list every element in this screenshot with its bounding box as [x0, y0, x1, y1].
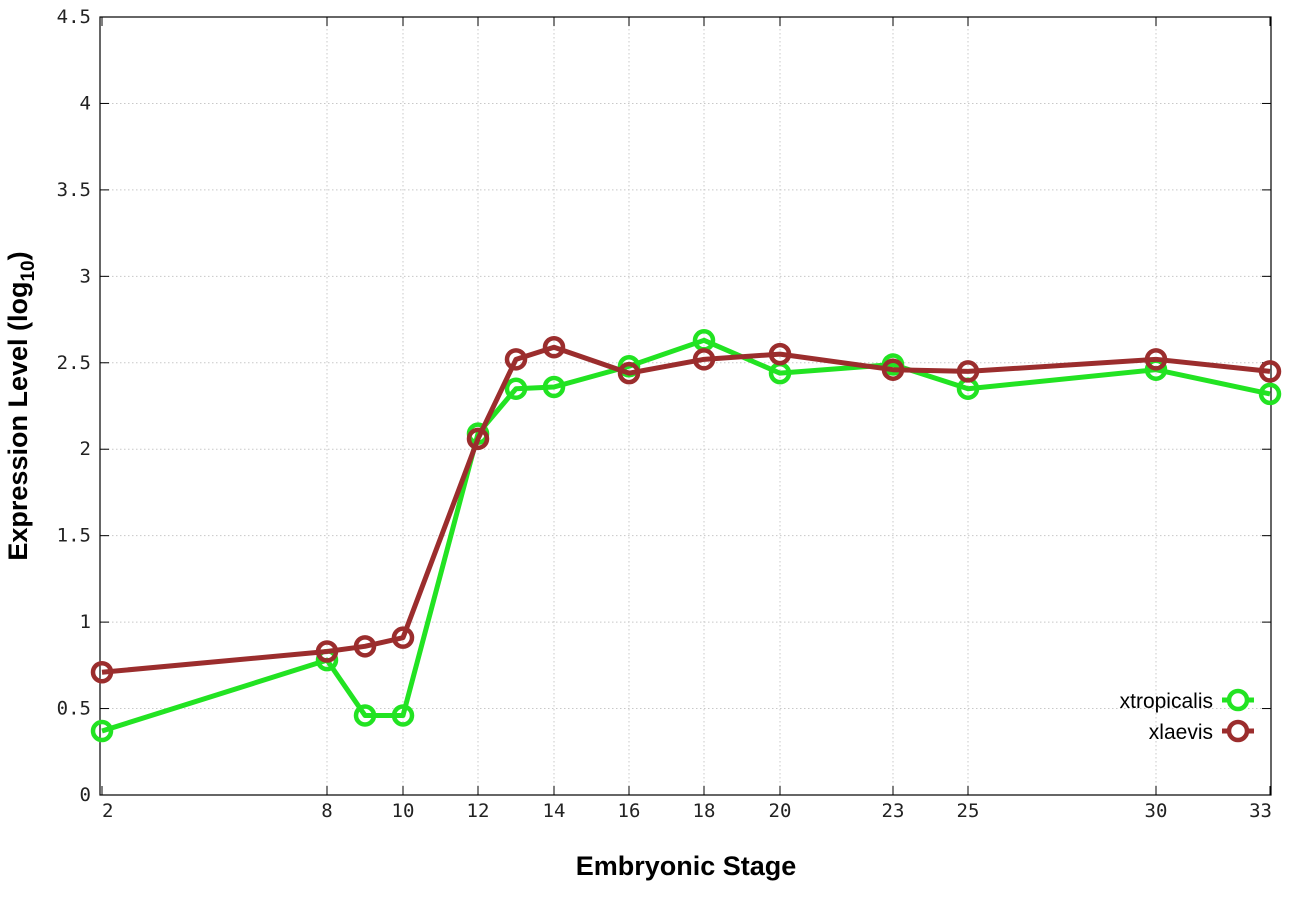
data-point	[353, 704, 377, 727]
series-xlaevis	[90, 335, 1282, 684]
y-tick-label: 3	[80, 265, 91, 287]
x-tick-label: 14	[543, 800, 566, 822]
data-point	[881, 358, 905, 381]
data-point	[956, 360, 980, 383]
y-axis-title-main: Expression Level (log	[3, 282, 33, 561]
data-point	[391, 704, 415, 727]
tick-marks	[100, 16, 1271, 796]
data-point	[617, 361, 641, 385]
data-point	[90, 660, 114, 684]
y-axis-title: Expression Level (log10)	[3, 251, 39, 560]
data-point	[1144, 348, 1168, 371]
x-tick-label: 25	[957, 800, 980, 822]
legend-label: xlaevis	[1149, 721, 1213, 744]
y-tick-label: 1	[80, 611, 91, 633]
x-tick-label: 12	[467, 800, 490, 822]
legend-swatch-marker	[1226, 719, 1250, 743]
y-tick-label: 0	[80, 784, 91, 806]
grid	[100, 17, 1271, 795]
data-point	[768, 342, 792, 366]
data-point	[504, 377, 528, 400]
data-point	[466, 427, 490, 451]
data-point	[315, 640, 339, 663]
data-point	[353, 635, 377, 658]
data-point	[542, 375, 566, 399]
y-tick-label: 3.5	[57, 179, 91, 201]
data-point	[1258, 360, 1282, 383]
data-point	[1258, 382, 1282, 406]
y-tick-label: 1.5	[57, 525, 91, 547]
x-axis-title: Embryonic Stage	[576, 851, 797, 881]
x-tick-label: 8	[321, 800, 332, 822]
y-tick-label: 0.5	[57, 698, 91, 720]
data-point	[542, 335, 566, 359]
legend-swatch-marker	[1226, 688, 1250, 712]
x-tick-label: 20	[769, 800, 792, 822]
y-tick-labels: 0 0.5 1 1.5 2 2.5 3 3.5 4 4.5	[57, 6, 91, 806]
data-point	[692, 348, 716, 371]
series-xtropicalis	[90, 329, 1282, 743]
x-tick-label: 30	[1145, 800, 1168, 822]
x-tick-label: 10	[392, 800, 415, 822]
x-tick-label: 16	[618, 800, 641, 822]
y-tick-label: 4.5	[57, 6, 91, 28]
x-tick-labels: 2 8 10 12 14 16 18 20 23 25 30 33	[102, 800, 1272, 822]
y-tick-label: 2	[80, 438, 91, 460]
series-line	[101, 337, 1271, 734]
data-point	[90, 719, 114, 743]
data-point	[504, 348, 528, 371]
series-line	[101, 344, 1271, 675]
x-tick-label: 2	[102, 800, 113, 822]
y-tick-label: 2.5	[57, 352, 91, 374]
y-tick-label: 4	[80, 92, 91, 114]
plot-frame	[99, 16, 1272, 796]
legend: xtropicalis xlaevis	[1120, 688, 1254, 744]
data-point	[391, 626, 415, 649]
y-axis-title-sub: 10	[18, 260, 39, 281]
x-tick-label: 23	[882, 800, 905, 822]
series-layer	[90, 329, 1282, 743]
x-tick-label: 18	[693, 800, 716, 822]
legend-label: xtropicalis	[1120, 690, 1213, 713]
x-tick-label: 33	[1249, 800, 1272, 822]
y-axis-title-close: )	[3, 251, 33, 260]
